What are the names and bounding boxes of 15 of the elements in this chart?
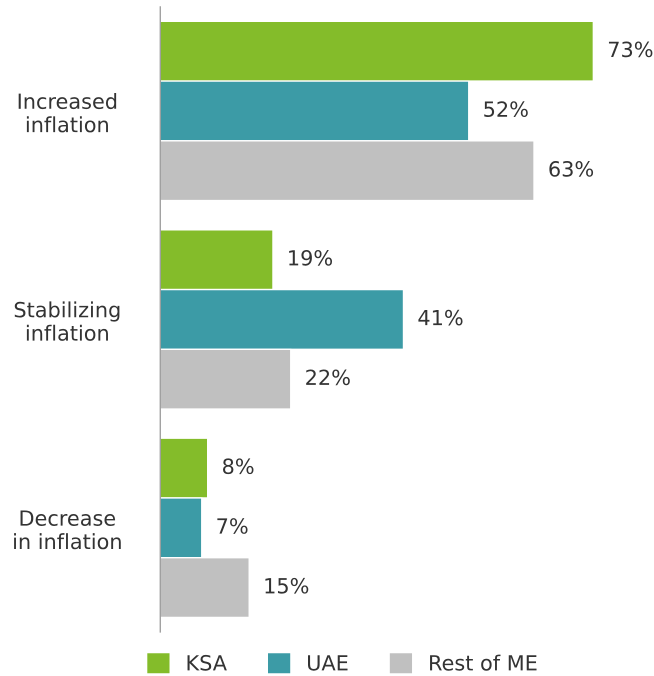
data-label: 52%	[484, 101, 528, 118]
data-label: 63%	[549, 161, 594, 177]
legend-label: KSA	[188, 654, 227, 671]
data-label: 41%	[418, 310, 463, 326]
y-tick-label: Stabilizing inflation	[14, 301, 120, 341]
data-label: 73%	[608, 42, 652, 58]
data-label: 7%	[217, 518, 248, 534]
data-label: 8%	[223, 458, 254, 474]
legend-label: UAE	[308, 655, 348, 671]
data-label: 15%	[265, 578, 308, 594]
y-tick-label: Decrease in inflation	[14, 510, 121, 550]
data-label: 19%	[289, 250, 332, 266]
y-tick-label: Increased inflation	[18, 92, 116, 132]
legend-label: Rest of ME	[430, 654, 537, 671]
data-label: 22%	[306, 369, 350, 386]
